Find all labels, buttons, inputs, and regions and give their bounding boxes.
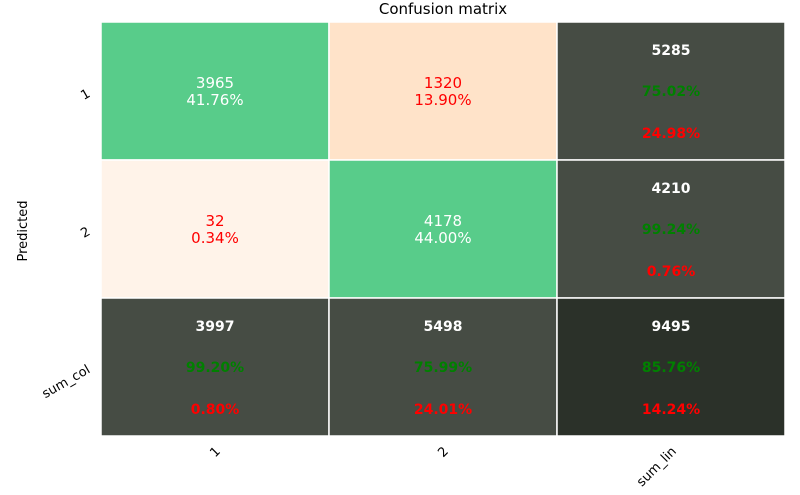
cell-percent-label: 41.76%	[186, 91, 243, 109]
cell-r2-c3	[556, 159, 786, 299]
summary-correct-label: 99.24%	[642, 222, 700, 238]
summary-count-label: 3997	[196, 319, 235, 335]
summary-count-label: 4210	[652, 181, 691, 197]
summary-error-label: 24.01%	[414, 402, 472, 418]
x-tick-label: 1	[207, 444, 223, 460]
cell-r1-c3	[556, 21, 786, 161]
summary-count-label: 5498	[424, 319, 463, 335]
summary-correct-label: 85.76%	[642, 360, 700, 376]
cell-count-label: 4178	[424, 212, 462, 230]
summary-error-label: 14.24%	[642, 402, 700, 418]
summary-error-label: 0.80%	[191, 402, 240, 418]
cell-r3-c1	[100, 297, 330, 437]
summary-count-label: 9495	[652, 319, 691, 335]
x-tick-label: 2	[435, 444, 451, 460]
cell-r2-c2	[328, 159, 558, 299]
y-tick-label: 1	[78, 86, 93, 103]
cell-count-label: 32	[205, 212, 224, 230]
summary-error-label: 0.76%	[647, 264, 696, 280]
summary-correct-label: 75.99%	[414, 360, 472, 376]
y-axis-label: Predicted	[16, 200, 31, 261]
cell-r3-c3	[556, 297, 786, 437]
heatmap-cells: 396541.76%132013.90%528575.02%24.98%320.…	[100, 21, 786, 437]
x-tick-label: sum_lin	[634, 444, 680, 490]
cell-r2-c1	[100, 159, 330, 299]
summary-count-label: 5285	[652, 43, 691, 59]
cell-count-label: 3965	[196, 74, 234, 92]
chart-title: Confusion matrix	[379, 0, 507, 18]
summary-correct-label: 99.20%	[186, 360, 244, 376]
summary-error-label: 24.98%	[642, 126, 700, 142]
cell-r1-c1	[100, 21, 330, 161]
cell-count-label: 1320	[424, 74, 462, 92]
cell-percent-label: 44.00%	[414, 229, 471, 247]
cell-r3-c2	[328, 297, 558, 437]
y-tick-label: 2	[78, 224, 93, 241]
cell-percent-label: 13.90%	[414, 91, 471, 109]
cell-r1-c2	[328, 21, 558, 161]
cell-percent-label: 0.34%	[191, 229, 239, 247]
summary-correct-label: 75.02%	[642, 84, 700, 100]
y-tick-label: sum_col	[40, 362, 93, 401]
